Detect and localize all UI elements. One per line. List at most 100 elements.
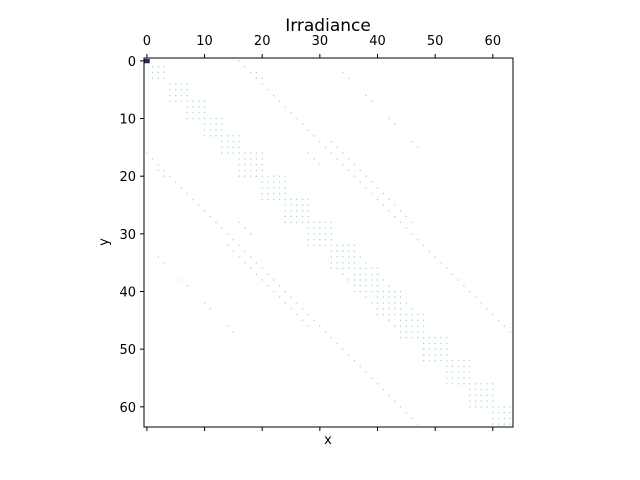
- heatmap-diagonal-cell: [180, 279, 183, 281]
- heatmap-diagonal-cell: [232, 331, 234, 333]
- heatmap-diagonal-cell: [353, 360, 356, 362]
- heatmap-block-cell: [423, 313, 425, 316]
- heatmap-block-cell: [469, 383, 471, 385]
- heatmap-block-cell: [434, 360, 436, 362]
- heatmap-block-cell: [469, 394, 471, 396]
- heatmap-diagonal-cell: [307, 152, 309, 154]
- heatmap-block-cell: [278, 198, 281, 200]
- chart-title: Irradiance: [285, 16, 371, 36]
- heatmap-block-cell: [313, 227, 315, 229]
- heatmap-diagonal-cell: [371, 377, 373, 379]
- heatmap-diagonal-cell: [457, 279, 459, 281]
- heatmap-block-cell: [192, 100, 194, 102]
- heatmap-block-cell: [296, 204, 298, 206]
- heatmap-diagonal-cell: [376, 198, 379, 200]
- heatmap-block-cell: [382, 290, 384, 293]
- heatmap-block-cell: [313, 244, 315, 246]
- heatmap-diagonal-cell: [290, 296, 292, 298]
- heatmap-block-cell: [486, 406, 488, 408]
- heatmap-block-cell: [284, 187, 286, 189]
- heatmap-block-cell: [394, 308, 396, 310]
- heatmap-diagonal-cell: [163, 262, 165, 264]
- heatmap-block-cell: [330, 250, 332, 252]
- heatmap-diagonal-cell: [313, 319, 315, 321]
- heatmap-diagonal-cell: [296, 302, 298, 304]
- heatmap-diagonal-cell: [330, 141, 332, 143]
- heatmap-block-cell: [180, 83, 183, 85]
- heatmap-block-cell: [307, 198, 309, 200]
- heatmap-diagonal-cell: [290, 112, 292, 114]
- heatmap-diagonal-cell: [325, 331, 327, 333]
- heatmap-block-cell: [255, 158, 258, 160]
- heatmap-block-cell: [221, 129, 223, 131]
- heatmap-block-cell: [469, 371, 471, 373]
- x-axis-label: x: [324, 433, 332, 448]
- heatmap-diagonal-cell: [250, 71, 252, 74]
- heatmap-block-cell: [227, 146, 229, 148]
- heatmap-block-cell: [348, 250, 350, 252]
- heatmap-block-cell: [227, 152, 229, 154]
- heatmap-block-cell: [192, 112, 194, 114]
- y-tick-label: 20: [119, 170, 136, 185]
- heatmap-block-cell: [405, 313, 407, 316]
- heatmap-block-cell: [255, 175, 258, 177]
- heatmap-block-cell: [273, 198, 275, 200]
- heatmap-block-cell: [319, 221, 321, 223]
- heatmap-block-cell: [273, 181, 275, 183]
- heatmap-block-cell: [474, 406, 477, 408]
- heatmap-diagonal-cell: [486, 308, 488, 310]
- heatmap-diagonal-cell: [296, 313, 298, 316]
- heatmap-block-cell: [244, 152, 246, 154]
- heatmap-block-cell: [296, 221, 298, 223]
- heatmap-block-cell: [319, 244, 321, 246]
- heatmap-block-cell: [399, 331, 402, 333]
- heatmap-block-cell: [186, 117, 188, 120]
- heatmap-block-cell: [451, 383, 454, 385]
- heatmap-block-cell: [238, 152, 240, 154]
- heatmap-diagonal-cell: [290, 308, 292, 310]
- heatmap-block-cell: [336, 244, 338, 246]
- heatmap-block-cell: [175, 94, 177, 97]
- heatmap-diagonal-cell: [417, 423, 419, 425]
- heatmap-block-cell: [250, 164, 252, 166]
- heatmap-block-cell: [273, 187, 275, 189]
- heatmap-diagonal-cell: [319, 141, 321, 143]
- heatmap-block-cell: [215, 123, 217, 125]
- heatmap-diagonal-cell: [399, 221, 402, 223]
- heatmap-block-cell: [365, 279, 367, 281]
- heatmap-diagonal-cell: [382, 192, 384, 195]
- heatmap-block-cell: [486, 388, 488, 391]
- heatmap-block-cell: [175, 100, 177, 102]
- heatmap-diagonal-cell: [169, 175, 171, 177]
- heatmap-block-cell: [290, 215, 292, 218]
- heatmap-block-cell: [492, 423, 494, 425]
- heatmap-diagonal-cell: [446, 267, 448, 270]
- heatmap-block-cell: [296, 198, 298, 200]
- heatmap-block-cell: [232, 146, 234, 148]
- heatmap-block-cell: [255, 169, 258, 172]
- heatmap-block-cell: [371, 267, 373, 270]
- heatmap-diagonal-cell: [388, 319, 390, 321]
- heatmap-block-cell: [330, 239, 332, 241]
- heatmap-diagonal-cell: [296, 117, 298, 120]
- heatmap-block-cell: [186, 89, 188, 91]
- heatmap-diagonal-cell: [284, 302, 286, 304]
- heatmap-block-cell: [388, 313, 390, 316]
- heatmap-block-cell: [457, 383, 459, 385]
- heatmap-block-cell: [451, 371, 454, 373]
- heatmap-block-cell: [353, 262, 356, 264]
- heatmap-block-cell: [359, 267, 361, 270]
- heatmap-block-cell: [307, 210, 309, 212]
- heatmap-diagonal-cell: [428, 250, 430, 252]
- heatmap-block-cell: [359, 279, 361, 281]
- heatmap-diagonal-cell: [348, 354, 350, 356]
- heatmap-block-cell: [319, 227, 321, 229]
- heatmap-block-cell: [255, 152, 258, 154]
- heatmap-block-cell: [192, 117, 194, 120]
- heatmap-diagonal-cell: [348, 169, 350, 172]
- heatmap-block-cell: [330, 267, 332, 270]
- heatmap-block-cell: [273, 175, 275, 177]
- heatmap-block-cell: [232, 141, 234, 143]
- heatmap-block-cell: [238, 158, 240, 160]
- heatmap-block-cell: [296, 210, 298, 212]
